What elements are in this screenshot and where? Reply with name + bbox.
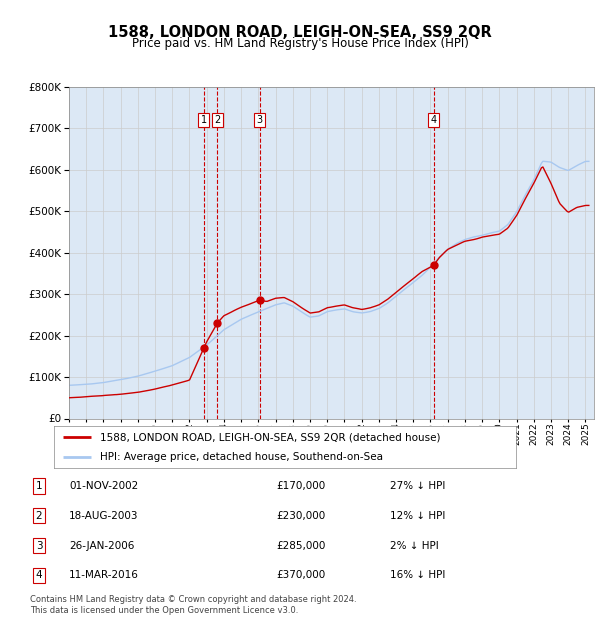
Text: 2% ↓ HPI: 2% ↓ HPI [390,541,439,551]
Text: 01-NOV-2002: 01-NOV-2002 [69,481,138,491]
Text: HPI: Average price, detached house, Southend-on-Sea: HPI: Average price, detached house, Sout… [100,452,383,462]
Text: 2: 2 [35,511,43,521]
Text: £170,000: £170,000 [276,481,325,491]
Text: 1: 1 [35,481,43,491]
Text: 4: 4 [431,115,437,125]
Text: £285,000: £285,000 [276,541,325,551]
Text: 3: 3 [35,541,43,551]
Text: 16% ↓ HPI: 16% ↓ HPI [390,570,445,580]
Text: 11-MAR-2016: 11-MAR-2016 [69,570,139,580]
Text: Price paid vs. HM Land Registry's House Price Index (HPI): Price paid vs. HM Land Registry's House … [131,37,469,50]
Text: 26-JAN-2006: 26-JAN-2006 [69,541,134,551]
Text: 4: 4 [35,570,43,580]
Text: Contains HM Land Registry data © Crown copyright and database right 2024.
This d: Contains HM Land Registry data © Crown c… [30,595,356,614]
Text: 1588, LONDON ROAD, LEIGH-ON-SEA, SS9 2QR (detached house): 1588, LONDON ROAD, LEIGH-ON-SEA, SS9 2QR… [100,432,440,442]
Text: 1588, LONDON ROAD, LEIGH-ON-SEA, SS9 2QR: 1588, LONDON ROAD, LEIGH-ON-SEA, SS9 2QR [108,25,492,40]
Text: 2: 2 [214,115,221,125]
Text: 3: 3 [256,115,263,125]
Text: 18-AUG-2003: 18-AUG-2003 [69,511,139,521]
Text: 12% ↓ HPI: 12% ↓ HPI [390,511,445,521]
Text: 27% ↓ HPI: 27% ↓ HPI [390,481,445,491]
Text: 1: 1 [201,115,207,125]
Text: £230,000: £230,000 [276,511,325,521]
Text: £370,000: £370,000 [276,570,325,580]
